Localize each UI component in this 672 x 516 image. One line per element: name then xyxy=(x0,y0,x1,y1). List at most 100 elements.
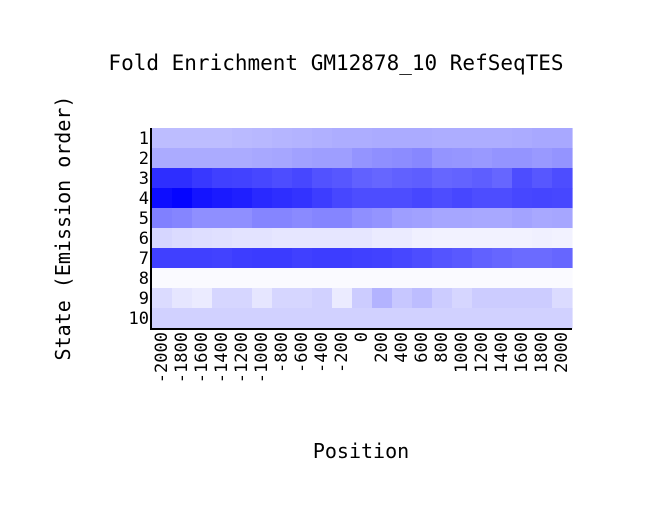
heatmap-cell-r1-c1 xyxy=(152,128,173,149)
heatmap-cell-r2-c21 xyxy=(552,148,573,169)
heatmap-cell-r6-c19 xyxy=(512,228,533,249)
heatmap-cell-r6-c3 xyxy=(192,228,213,249)
heatmap-cell-r4-c19 xyxy=(512,188,533,209)
x-tick-label: -1000 xyxy=(252,332,272,383)
x-tick-labels: -2000 -1800 -1600 -1400 -1200 -1000 -800 -600 -4… xyxy=(152,332,572,383)
chart-title: Fold Enrichment GM12878_10 RefSeqTES xyxy=(108,51,563,75)
heatmap-cell-r1-c9 xyxy=(312,128,333,149)
heatmap-cell-r8-c11 xyxy=(352,268,373,289)
y-tick-label: 9 xyxy=(139,289,149,309)
heatmap-cell-r6-c4 xyxy=(212,228,233,249)
heatmap-cell-r3-c10 xyxy=(332,168,353,189)
heatmap-cell-r5-c5 xyxy=(232,208,253,229)
x-tick-label: -1600 xyxy=(192,332,212,383)
y-tick-label: 6 xyxy=(139,229,149,249)
heatmap-cell-r5-c18 xyxy=(492,208,513,229)
heatmap-cell-r8-c14 xyxy=(412,268,433,289)
heatmap-cell-r9-c1 xyxy=(152,288,173,309)
heatmap-cell-r2-c13 xyxy=(392,148,413,169)
heatmap-cell-r5-c20 xyxy=(532,208,553,229)
heatmap-cell-r4-c10 xyxy=(332,188,353,209)
heatmap-cell-r10-c9 xyxy=(312,308,333,329)
heatmap-cell-r8-c6 xyxy=(252,268,273,289)
heatmap-cell-r1-c12 xyxy=(372,128,393,149)
heatmap-cell-r8-c20 xyxy=(532,268,553,289)
heatmap-cell-r1-c5 xyxy=(232,128,253,149)
heatmap-cell-r5-c6 xyxy=(252,208,273,229)
heatmap-cell-r10-c1 xyxy=(152,308,173,329)
x-tick-label: -1800 xyxy=(172,332,192,383)
heatmap-cell-r7-c11 xyxy=(352,248,373,269)
heatmap-cell-r2-c14 xyxy=(412,148,433,169)
heatmap-cell-r4-c6 xyxy=(252,188,273,209)
x-tick-label: -800 xyxy=(272,332,292,373)
heatmap-cell-r6-c10 xyxy=(332,228,353,249)
heatmap-cell-r10-c16 xyxy=(452,308,473,329)
heatmap-cell-r8-c7 xyxy=(272,268,293,289)
heatmap-cell-r4-c12 xyxy=(372,188,393,209)
heatmap-cell-r7-c16 xyxy=(452,248,473,269)
heatmap-cell-r4-c2 xyxy=(172,188,193,209)
heatmap-cell-r9-c7 xyxy=(272,288,293,309)
heatmap-cell-r3-c12 xyxy=(372,168,393,189)
x-tick-label: 2000 xyxy=(552,332,572,373)
heatmap-cell-r2-c19 xyxy=(512,148,533,169)
x-tick-label: -200 xyxy=(332,332,352,373)
heatmap-cell-r5-c2 xyxy=(172,208,193,229)
heatmap-cell-r6-c13 xyxy=(392,228,413,249)
heatmap-cell-r7-c12 xyxy=(372,248,393,269)
heatmap-cell-r5-c8 xyxy=(292,208,313,229)
x-tick-label: -600 xyxy=(292,332,312,373)
heatmap-cell-r2-c10 xyxy=(332,148,353,169)
heatmap-cell-r2-c8 xyxy=(292,148,313,169)
heatmap-cell-r9-c9 xyxy=(312,288,333,309)
heatmap-cell-r1-c13 xyxy=(392,128,413,149)
heatmap-cell-r3-c9 xyxy=(312,168,333,189)
heatmap-cell-r5-c17 xyxy=(472,208,493,229)
heatmap-cell-r2-c11 xyxy=(352,148,373,169)
heatmap-cell-r5-c21 xyxy=(552,208,573,229)
x-tick-label: 800 xyxy=(432,332,452,363)
heatmap-cell-r6-c9 xyxy=(312,228,333,249)
heatmap-cell-r4-c5 xyxy=(232,188,253,209)
heatmap-cell-r2-c9 xyxy=(312,148,333,169)
heatmap-cell-r3-c11 xyxy=(352,168,373,189)
heatmap-cell-r7-c10 xyxy=(332,248,353,269)
heatmap-cell-r2-c1 xyxy=(152,148,173,169)
heatmap-cell-r2-c16 xyxy=(452,148,473,169)
heatmap-cell-r4-c7 xyxy=(272,188,293,209)
heatmap-cell-r7-c1 xyxy=(152,248,173,269)
heatmap-cell-r7-c19 xyxy=(512,248,533,269)
heatmap-cell-r4-c18 xyxy=(492,188,513,209)
heatmap-cell-r9-c6 xyxy=(252,288,273,309)
x-tick-label: 400 xyxy=(392,332,412,363)
heatmap-cell-r10-c13 xyxy=(392,308,413,329)
heatmap-cell-r8-c18 xyxy=(492,268,513,289)
heatmap-cell-r4-c3 xyxy=(192,188,213,209)
heatmap-cell-r4-c14 xyxy=(412,188,433,209)
heatmap-cell-r7-c5 xyxy=(232,248,253,269)
heatmap-cell-r4-c11 xyxy=(352,188,373,209)
heatmap-cell-r4-c21 xyxy=(552,188,573,209)
heatmap-cell-r8-c12 xyxy=(372,268,393,289)
heatmap-cell-r10-c2 xyxy=(172,308,193,329)
x-tick-label: 0 xyxy=(352,332,372,342)
heatmap-cell-r10-c3 xyxy=(192,308,213,329)
heatmap-cell-r1-c15 xyxy=(432,128,453,149)
x-tick-label: 1800 xyxy=(532,332,552,373)
x-tick-label: -1400 xyxy=(212,332,232,383)
heatmap-cell-r1-c17 xyxy=(472,128,493,149)
heatmap-cell-r9-c15 xyxy=(432,288,453,309)
heatmap-cell-r2-c3 xyxy=(192,148,213,169)
heatmap-cell-r8-c9 xyxy=(312,268,333,289)
heatmap-cell-r7-c15 xyxy=(432,248,453,269)
heatmap-cell-r4-c1 xyxy=(152,188,173,209)
heatmap-cell-r2-c20 xyxy=(532,148,553,169)
x-tick-label: -400 xyxy=(312,332,332,373)
heatmap-cell-r1-c14 xyxy=(412,128,433,149)
heatmap-cell-r1-c11 xyxy=(352,128,373,149)
heatmap-cell-r5-c19 xyxy=(512,208,533,229)
heatmap-cell-r4-c4 xyxy=(212,188,233,209)
heatmap-cell-r7-c8 xyxy=(292,248,313,269)
heatmap-cell-r10-c19 xyxy=(512,308,533,329)
